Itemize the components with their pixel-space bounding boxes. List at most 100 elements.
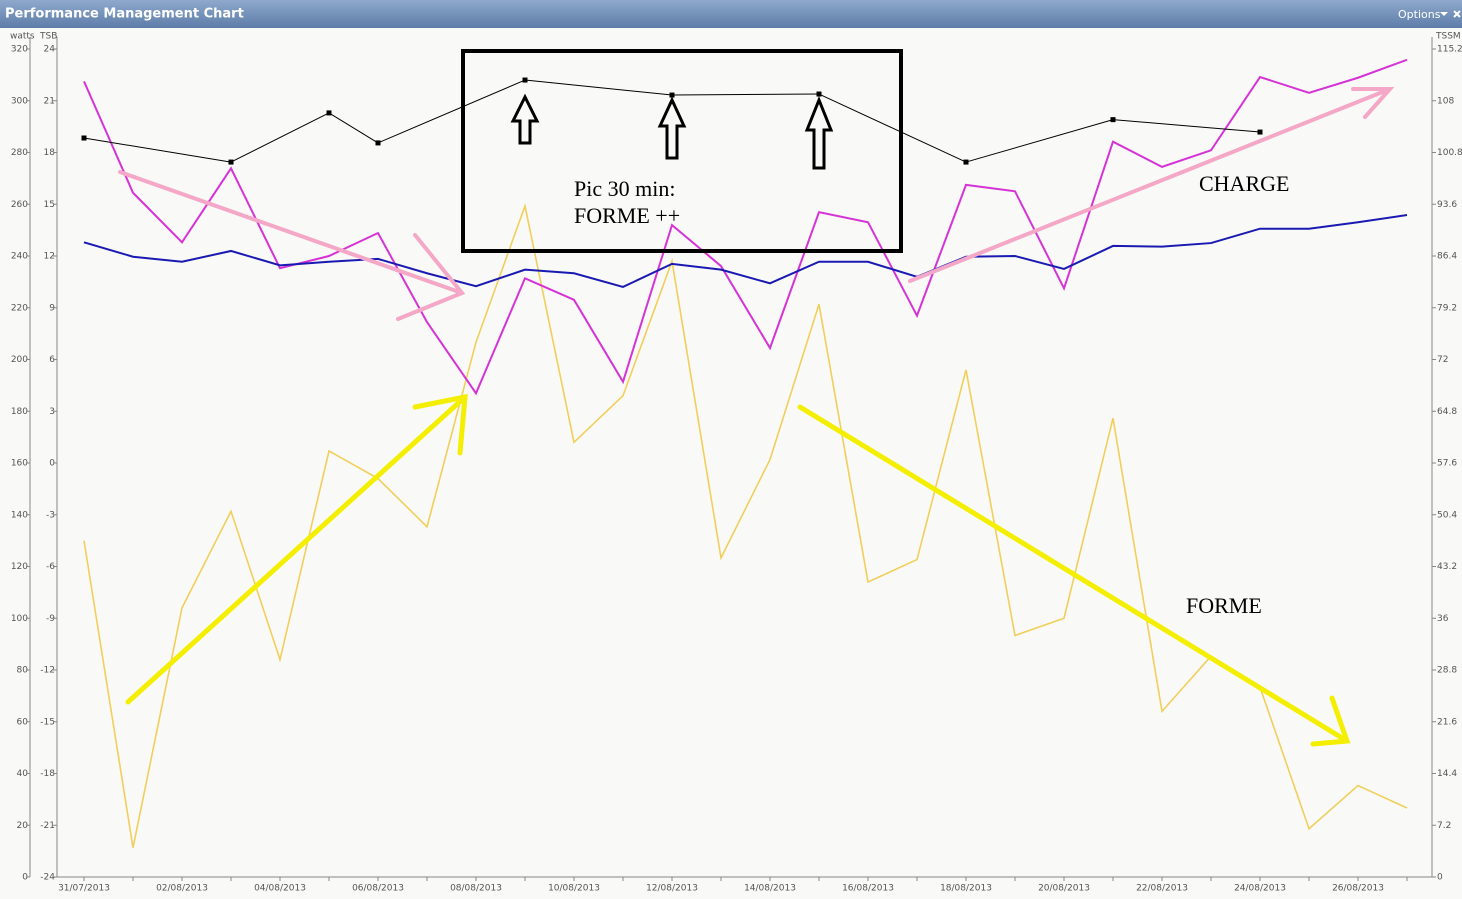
y-tick-label: 86.4: [1437, 252, 1457, 262]
y-tick-label: 50.4: [1437, 510, 1457, 520]
y-tick-label: 200: [11, 355, 28, 365]
y-tick-label: 12: [44, 252, 55, 262]
trend-arrow: [908, 87, 1395, 283]
series-connector: [818, 93, 967, 163]
x-tick-label: 26/08/2013: [1332, 884, 1384, 894]
y-tick-label: 21: [44, 96, 55, 106]
series-line: [83, 214, 1408, 288]
trend-arrow: [118, 170, 466, 321]
y-tick-label: 93.6: [1437, 200, 1457, 210]
y-tick-label: 80: [17, 666, 29, 676]
y-tick-label: 43.2: [1437, 562, 1457, 572]
x-tick-label: 20/08/2013: [1038, 884, 1090, 894]
annotation: FORME ++: [574, 203, 680, 228]
highlight-box: [461, 49, 903, 253]
y-tick-label: 20: [17, 821, 29, 831]
y-tick-label: 320: [11, 45, 28, 55]
y-tick-label: 220: [11, 303, 28, 313]
y-tick-label: 108: [1437, 96, 1454, 106]
axis-title: TSSM: [1435, 32, 1461, 42]
y-tick-label: -9: [46, 614, 55, 624]
y-tick-label: 57.6: [1437, 459, 1457, 469]
up-arrow: [510, 93, 540, 145]
series-connector: [524, 79, 673, 96]
y-tick-label: 140: [11, 510, 28, 520]
annotation: Pic 30 min:: [574, 176, 675, 201]
up-arrow: [804, 95, 834, 170]
x-tick-label: 16/08/2013: [842, 884, 894, 894]
series-connector: [83, 137, 232, 163]
axis-title: watts: [10, 32, 35, 42]
x-tick-label: 06/08/2013: [352, 884, 404, 894]
y-tick-label: 72: [1437, 355, 1448, 365]
annotation: FORME: [1186, 593, 1262, 618]
x-tick-label: 08/08/2013: [450, 884, 502, 894]
y-tick-label: -24: [40, 873, 55, 883]
y-tick-label: 28.8: [1437, 666, 1457, 676]
point-marker: [963, 159, 969, 165]
y-tick-label: 180: [11, 407, 28, 417]
y-tick-label: 260: [11, 200, 28, 210]
point-marker: [1110, 117, 1116, 123]
point-marker: [326, 110, 332, 116]
options-caret[interactable]: [1440, 12, 1448, 16]
point-marker: [1257, 129, 1263, 135]
y-tick-label: -15: [40, 717, 55, 727]
y-tick-label: 64.8: [1437, 407, 1457, 417]
y-tick-label: 6: [49, 355, 55, 365]
x-tick-label: 22/08/2013: [1136, 884, 1188, 894]
trend-arrow: [125, 393, 468, 705]
y-tick-label: 7.2: [1437, 821, 1451, 831]
y-tick-label: 36: [1437, 614, 1449, 624]
title-bar: [0, 0, 1462, 28]
x-tick-label: 24/08/2013: [1234, 884, 1286, 894]
series-connector: [1112, 119, 1261, 133]
trend-arrow: [797, 404, 1351, 747]
plot: watts TSB TSSM0204060801001201401601802002…: [10, 32, 1462, 894]
options-menu[interactable]: Options: [1398, 8, 1441, 21]
y-tick-label: 14.4: [1437, 769, 1457, 779]
x-tick-label: 02/08/2013: [156, 884, 208, 894]
point-marker: [375, 140, 381, 146]
y-tick-label: 40: [17, 769, 29, 779]
y-tick-label: -6: [46, 562, 55, 572]
y-tick-label: 160: [11, 459, 28, 469]
y-tick-label: 15: [44, 200, 55, 210]
series-connector: [328, 112, 379, 144]
point-marker: [522, 77, 528, 83]
y-tick-label: 3: [49, 407, 55, 417]
y-tick-label: 280: [11, 148, 28, 158]
series-connector: [377, 79, 526, 144]
y-tick-label: 9: [49, 303, 55, 313]
x-tick-label: 10/08/2013: [548, 884, 600, 894]
annotations: Pic 30 min: FORME ++ CHARGE FORME: [118, 49, 1395, 747]
y-tick-label: 100: [11, 614, 28, 624]
x-tick-label: 04/08/2013: [254, 884, 306, 894]
plot-background: [0, 28, 1462, 899]
y-tick-label: 0: [1437, 873, 1443, 883]
y-tick-label: 0: [22, 873, 28, 883]
point-marker: [81, 135, 87, 141]
close-button[interactable]: [1453, 10, 1461, 18]
y-tick-label: 120: [11, 562, 28, 572]
point-marker: [816, 91, 822, 97]
y-tick-label: 115.2: [1437, 45, 1462, 55]
x-tick-label: 14/08/2013: [744, 884, 796, 894]
x-tick-label: 12/08/2013: [646, 884, 698, 894]
series-connector: [230, 112, 330, 163]
y-tick-label: 300: [11, 96, 28, 106]
y-tick-label: 240: [11, 252, 28, 262]
series-connector: [965, 119, 1114, 163]
series-line: [83, 58, 1408, 396]
y-tick-label: -18: [40, 769, 55, 779]
x-tick-label: 18/08/2013: [940, 884, 992, 894]
point-marker: [669, 92, 675, 98]
y-tick-label: 60: [17, 717, 29, 727]
y-tick-label: 21.6: [1437, 717, 1457, 727]
y-tick-label: -3: [46, 510, 55, 520]
y-tick-label: 18: [44, 148, 56, 158]
series-line: [83, 203, 1408, 848]
annotation: CHARGE: [1199, 171, 1289, 196]
